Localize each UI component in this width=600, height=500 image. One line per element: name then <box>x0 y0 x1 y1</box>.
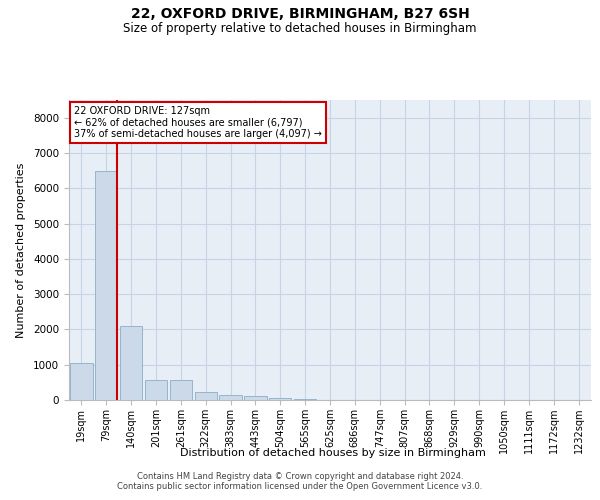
Bar <box>269 398 292 400</box>
Bar <box>70 363 92 400</box>
Bar <box>95 170 118 400</box>
Text: Contains HM Land Registry data © Crown copyright and database right 2024.: Contains HM Land Registry data © Crown c… <box>137 472 463 481</box>
Text: 22 OXFORD DRIVE: 127sqm
← 62% of detached houses are smaller (6,797)
37% of semi: 22 OXFORD DRIVE: 127sqm ← 62% of detache… <box>74 106 322 139</box>
Text: 22, OXFORD DRIVE, BIRMINGHAM, B27 6SH: 22, OXFORD DRIVE, BIRMINGHAM, B27 6SH <box>131 8 469 22</box>
Bar <box>244 396 266 400</box>
Bar <box>170 380 192 400</box>
Y-axis label: Number of detached properties: Number of detached properties <box>16 162 26 338</box>
Bar <box>145 380 167 400</box>
Text: Distribution of detached houses by size in Birmingham: Distribution of detached houses by size … <box>180 448 486 458</box>
Bar <box>194 392 217 400</box>
Bar <box>294 399 316 400</box>
Bar <box>120 326 142 400</box>
Text: Contains public sector information licensed under the Open Government Licence v3: Contains public sector information licen… <box>118 482 482 491</box>
Bar <box>220 395 242 400</box>
Text: Size of property relative to detached houses in Birmingham: Size of property relative to detached ho… <box>123 22 477 35</box>
